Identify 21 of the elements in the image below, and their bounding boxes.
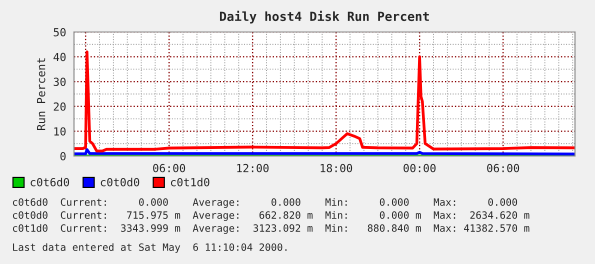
legend-label: c0t6d0 xyxy=(30,178,70,186)
text: c0t1d0 Current: 3343.999 m Average: 3123.092 m Min: 880.840 m Max: 41382.570 m xyxy=(12,224,530,234)
x-tick-label: 00:00 xyxy=(404,164,436,172)
y-tick-label: 50 xyxy=(54,28,66,36)
text: c0t6d0 Current: 0.000 Average: 0.000 Min: 0.000 Max: 0.000 xyxy=(12,198,518,208)
x-tick-label: 18:00 xyxy=(320,164,352,172)
chart-title: Daily host4 Disk Run Percent xyxy=(220,10,429,24)
legend-label: c0t1d0 xyxy=(170,178,210,186)
y-axis-title: Run Percent xyxy=(37,58,46,130)
x-tick-label: 06:00 xyxy=(153,164,186,172)
y-tick-label: 20 xyxy=(54,102,66,111)
line-series xyxy=(74,50,575,152)
y-tick-label: 40 xyxy=(54,52,66,62)
y-tick-label: 30 xyxy=(54,78,66,86)
x-tick-label: 12:00 xyxy=(237,164,269,172)
legend-label: c0t0d0 xyxy=(100,178,140,186)
y-tick-label: 10 xyxy=(54,127,66,136)
text: Last data entered at Sat May 6 11:10:04 2000. xyxy=(13,243,287,253)
text: c0t0d0 Current: 715.975 m Average: 662.820 m Min: 0.000 m Max: 2634.620 m xyxy=(12,211,530,221)
y-tick-label: 0 xyxy=(60,152,66,160)
x-tick-label: 06:00 xyxy=(487,164,520,172)
